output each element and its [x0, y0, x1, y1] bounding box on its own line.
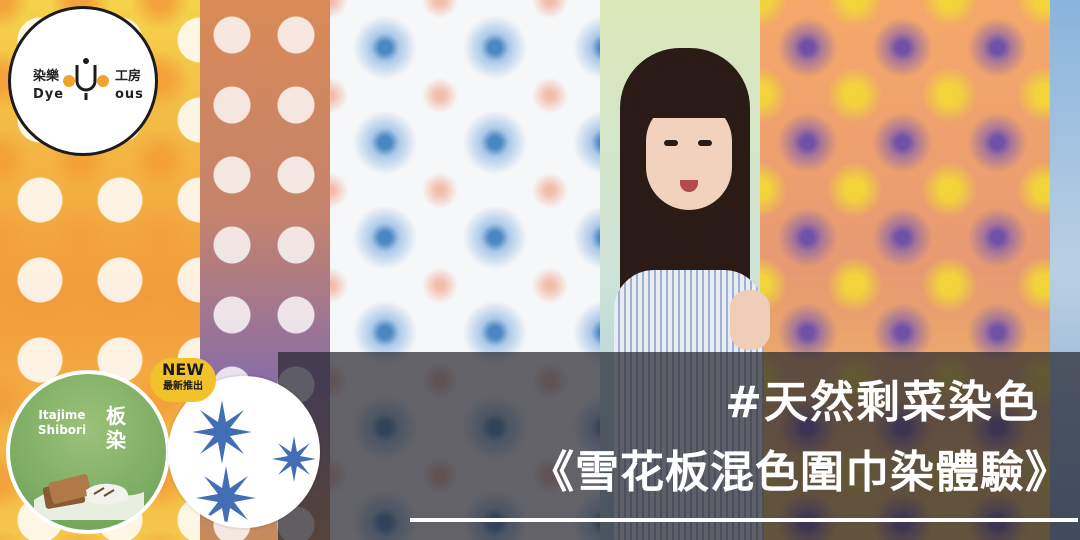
new-badge-label: NEW	[162, 360, 204, 379]
headline-underline	[410, 518, 1078, 522]
snowflake-pattern-icon	[192, 400, 316, 524]
itajime-shibori-badge: Itajime Shibori 板 染	[6, 370, 170, 534]
logo-text-bottom-left: Dye	[33, 87, 65, 102]
logo-text-top-right: 工房	[115, 69, 142, 84]
headline-title: 《雪花板混色圍巾染體驗》	[530, 447, 1070, 498]
headline-hashtag: #天然剩菜染色	[725, 377, 1040, 428]
new-badge: NEW 最新推出	[150, 358, 216, 402]
headline-banner	[278, 352, 1080, 540]
hand	[730, 290, 770, 350]
itajime-label: Itajime Shibori	[32, 408, 92, 438]
left-eye	[664, 140, 678, 146]
logo-text-bottom-right: ous	[115, 87, 144, 102]
itajime-line1: Itajime	[38, 408, 86, 422]
logo-mark-icon	[63, 58, 109, 100]
itajime-kanji: 板 染	[104, 404, 128, 452]
itajime-line2: Shibori	[37, 423, 87, 437]
dyeous-logo[interactable]: 染樂 工房 Dye ous	[8, 6, 158, 156]
logo-text-top-left: 染樂	[33, 69, 60, 84]
itajime-kanji-2: 染	[106, 428, 126, 452]
mouth	[680, 180, 698, 192]
itajime-kanji-1: 板	[106, 404, 126, 428]
folded-cloth-board-icon	[34, 474, 144, 520]
right-eye	[698, 140, 712, 146]
new-badge-sub-label: 最新推出	[163, 381, 203, 392]
